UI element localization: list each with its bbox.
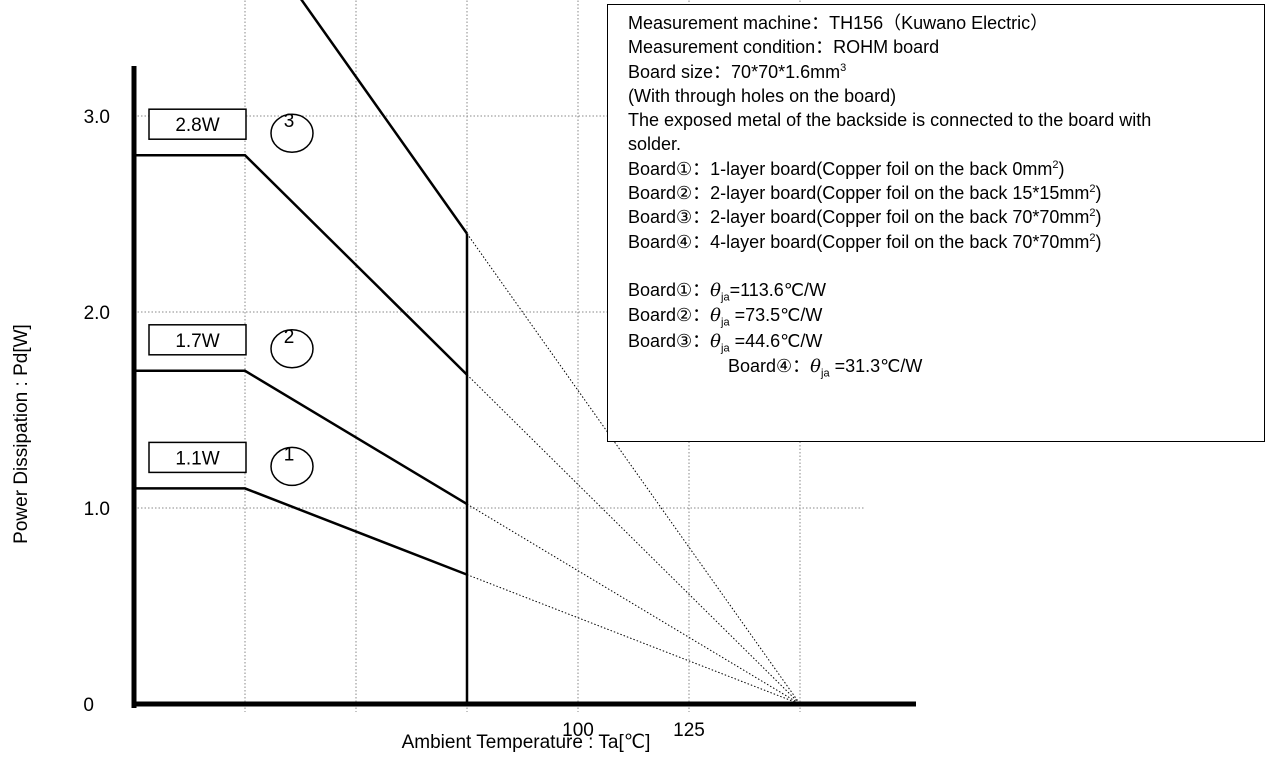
note-board-1-end: ) [1058,158,1065,179]
note-board-1: Board①：1-layer board(Copper foil on the … [628,157,1264,181]
x-tick-label: 125 [673,720,705,741]
theta-subscript: ja [721,342,730,355]
y-tick-label: 2.0 [84,303,110,324]
value-label-box-3 [148,108,247,140]
note-board-4-sup: 2 [1089,231,1096,244]
value-label-box-1 [148,441,247,474]
note-solder: solder. [628,134,682,155]
note-rth-4-value: =31.3℃/W [829,355,923,376]
note-board-2-sup: 2 [1089,183,1096,196]
board-marker-number-1: 1 [284,444,295,465]
note-condition: Measurement condition：ROHM board [628,37,940,58]
extrapolation-lines [466,233,801,705]
note-through-holes: (With through holes on the board) [628,85,897,106]
note-spacer [628,254,1264,278]
note-rth-1: Board①：θja=113.6℃/W [628,278,1264,303]
axes [131,66,916,708]
x-tick-label: 100 [562,720,594,741]
theta-subscript: ja [721,291,730,304]
measurement-notes-box: Measurement machine：TH156（Kuwano Electri… [607,4,1265,442]
note-rth-4: Board④：θja =31.3℃/W [628,354,1264,379]
note-board-size-text: Board size：70*70*1.6mm [628,61,841,82]
note-board-2: Board②：2-layer board(Copper foil on the … [628,181,1264,205]
value-label-2: 1.7W [175,331,219,352]
note-board-3-end: ) [1095,207,1102,228]
value-label-3: 2.8W [175,115,219,136]
note-board-2-text: Board②：2-layer board(Copper foil on the … [628,183,1090,204]
value-label-box-2 [148,324,247,356]
note-rth-1-value: =113.6℃/W [729,279,827,300]
note-exposed-metal: The exposed metal of the backside is con… [628,110,1152,131]
note-board-2-end: ) [1095,183,1102,204]
note-rth-2-value: =73.5℃/W [729,305,823,326]
note-board-4-end: ) [1095,231,1102,252]
y-axis-label: Power Dissipation : Pd[W] [11,324,32,544]
y-tick-label: 1.0 [84,499,110,520]
note-board-size-sup: 3 [840,61,847,74]
note-board-4: Board④：4-layer board(Copper foil on the … [628,230,1264,254]
theta-subscript: ja [821,367,830,380]
extrapolation-line-4 [466,233,801,705]
theta-symbol: θ [810,355,822,377]
note-rth-3-board: Board③： [628,330,711,351]
value-label-1: 1.1W [175,448,219,469]
board-marker-number-2: 2 [284,327,295,348]
extrapolation-line-2 [466,503,801,705]
theta-symbol: θ [710,330,722,352]
note-board-1-text: Board①：1-layer board(Copper foil on the … [628,158,1053,179]
note-board-size: Board size：70*70*1.6mm3 [628,60,1264,84]
y-tick-label: 3.0 [84,107,110,128]
board-marker-circle-1 [270,446,314,487]
note-machine: Measurement machine：TH156（Kuwano Electri… [628,13,1049,33]
series-line-1 [134,487,468,576]
note-board-3-text: Board③：2-layer board(Copper foil on the … [628,207,1090,228]
note-board-1-sup: 2 [1052,158,1059,171]
series-lines [134,0,469,576]
note-rth-3-value: =44.6℃/W [729,330,823,351]
theta-subscript: ja [721,316,730,329]
theta-symbol: θ [710,305,722,327]
note-rth-3: Board③：θja =44.6℃/W [628,329,1264,354]
theta-symbol: θ [710,279,722,301]
note-rth-1-board: Board①： [628,279,711,300]
board-marker-number-3: 3 [284,111,295,132]
extrapolation-line-1 [466,574,801,705]
board-marker-circle-2 [270,329,314,369]
extrapolation-line-3 [466,374,801,705]
series-line-4 [300,0,469,235]
note-rth-2-board: Board②： [628,305,711,326]
series-line-3 [134,153,468,376]
board-marker-circle-3 [270,113,314,153]
x-axis-label: Ambient Temperature : Ta[℃] [402,732,651,753]
y-tick-label: 0 [83,695,94,716]
series-line-2 [134,369,468,506]
note-rth-2: Board②：θja =73.5℃/W [628,303,1264,328]
note-board-4-text: Board④：4-layer board(Copper foil on the … [628,231,1090,252]
note-rth-4-board: Board④： [728,355,811,376]
note-board-3-sup: 2 [1089,207,1096,220]
note-board-3: Board③：2-layer board(Copper foil on the … [628,205,1264,229]
